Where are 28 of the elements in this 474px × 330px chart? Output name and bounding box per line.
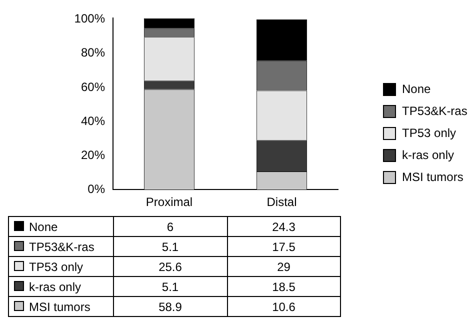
y-tick-label: 40% xyxy=(80,114,106,128)
data-label: 6 xyxy=(114,216,227,236)
text: None xyxy=(29,220,58,234)
data-label: 25.6 xyxy=(114,256,227,276)
data-label: 5.1 xyxy=(114,276,227,296)
text: TP53&K-ras xyxy=(29,240,94,254)
data-label: 58.9 xyxy=(114,296,227,316)
y-tick-label: 100% xyxy=(74,12,106,26)
legend-label: None xyxy=(402,82,431,96)
data-label: 5.1 xyxy=(114,236,227,256)
text: MSI tumors xyxy=(29,300,90,314)
y-tick-label: 20% xyxy=(80,148,106,162)
text: k-ras only xyxy=(29,280,82,294)
y-tick-label: 60% xyxy=(80,80,106,94)
legend-label: TP53&K-ras xyxy=(402,104,468,118)
data-label: 24.3 xyxy=(227,216,340,236)
text: TP53 only xyxy=(29,260,84,274)
y-tick-label: 0% xyxy=(88,182,106,196)
legend-label: MSI tumors xyxy=(402,170,464,184)
data-label: 29 xyxy=(227,256,340,276)
data-label: 17.5 xyxy=(227,236,340,256)
x-tick-label: Distal xyxy=(266,195,297,210)
x-tick-label: Proximal xyxy=(146,195,193,210)
legend-label: k-ras only xyxy=(402,148,454,162)
data-label: 10.6 xyxy=(227,296,340,316)
data-label: 18.5 xyxy=(227,276,340,296)
legend-label: TP53 only xyxy=(402,126,456,140)
y-tick-label: 80% xyxy=(80,46,106,60)
